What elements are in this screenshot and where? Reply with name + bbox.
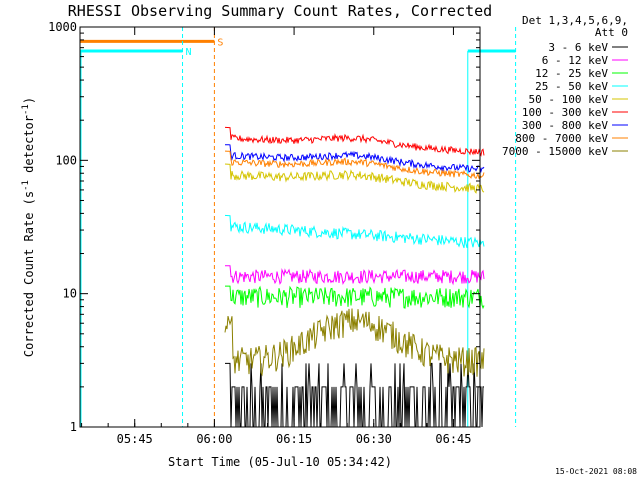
x-tick-label-1: 06:00 [196,432,232,446]
legend-label-0: 3 - 6 keV [548,41,608,54]
series-line-5 [225,126,485,157]
legend-label-7: 800 - 7000 keV [515,132,608,145]
legend-header-1: Att 0 [595,26,628,39]
series-line-3 [224,214,485,249]
legend-header-0: Det 1,3,4,5,6,9, [522,14,628,27]
x-tick-label-0: 05:45 [117,432,153,446]
y-tick-label-3: 1000 [48,20,77,34]
x-axis-label: Start Time (05-Jul-10 05:34:42) [168,455,392,469]
series-line-1 [225,265,485,286]
legend-label-5: 100 - 300 keV [522,106,608,119]
legend-label-2: 12 - 25 keV [535,67,608,80]
series-line-4 [224,163,485,194]
y-axis-label: Corrected Count Rate (s-1 detector-1) [21,97,36,357]
chart-title: RHESSI Observing Summary Count Rates, Co… [68,2,492,20]
x-tick-label-2: 06:15 [276,432,312,446]
plot-frame [79,26,481,428]
series-line-2 [225,285,485,310]
x-tick-label-4: 06:45 [435,432,471,446]
legend-label-8: 7000 - 15000 keV [502,145,608,158]
data-layer: SN [80,27,517,428]
y-tick-label-0: 1 [70,420,77,434]
series-line-0 [225,362,484,428]
marker-label-S: S [217,37,223,48]
legend-label-3: 25 - 50 keV [535,80,608,93]
y-tick-label-2: 100 [55,153,77,167]
generated-timestamp: 15-Oct-2021 08:08 [555,467,637,476]
legend-label-6: 300 - 800 keV [522,119,608,132]
x-tick-label-3: 06:30 [356,432,392,446]
series-line-6 [225,144,485,174]
y-tick-label-1: 10 [63,287,77,301]
axis-layer: 05:45 06:00 06:15 06:30 06:45 1 10 100 1000 [48,20,481,446]
marker-label-N: N [186,47,192,58]
legend-label-4: 50 - 100 keV [529,93,609,106]
series-line-8 [224,308,485,377]
series-line-7 [225,150,485,180]
legend-label-1: 6 - 12 keV [542,54,609,67]
